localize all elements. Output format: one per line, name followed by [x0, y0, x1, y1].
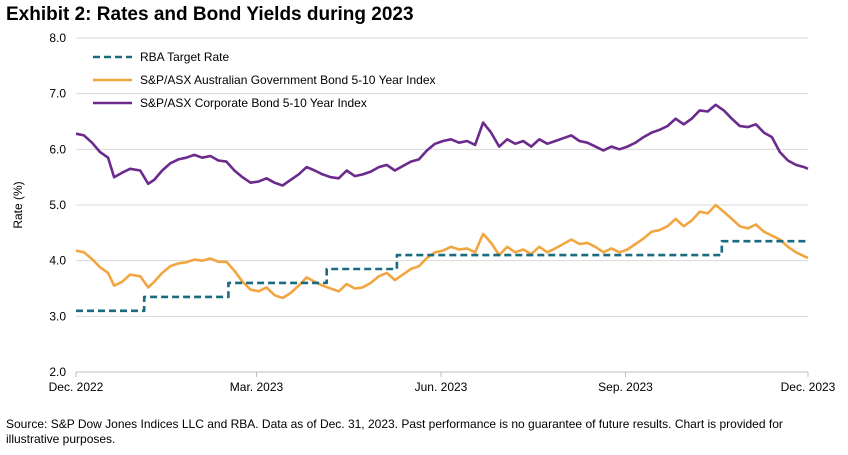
line-chart: 2.0 3.0 4.0 5.0 6.0 7.0 8.0 Dec. 2022 Mar. 2023… — [11, 31, 836, 394]
series-line-2 — [75, 103, 809, 187]
x-tick-label: Jun. 2023 — [415, 380, 468, 394]
y-axis-ticks: 2.0 3.0 4.0 5.0 6.0 7.0 8.0 — [49, 31, 66, 379]
x-tick-label: Sep. 2023 — [598, 380, 653, 394]
series-line-0 — [76, 239, 808, 313]
y-tick-label: 6.0 — [49, 142, 66, 156]
series-line-1 — [75, 203, 809, 300]
legend-label: S&P/ASX Corporate Bond 5-10 Year Index — [140, 96, 367, 110]
page-title: Exhibit 2: Rates and Bond Yields during … — [6, 4, 414, 25]
y-tick-label: 8.0 — [49, 31, 66, 45]
x-axis: Dec. 2022 Mar. 2023 Jun. 2023 Sep. 2023 Dec.… — [49, 371, 836, 394]
x-tick-label: Mar. 2023 — [230, 380, 284, 394]
legend: RBA Target Rate S&P/ASX Australian Govern… — [93, 50, 436, 110]
y-tick-label: 7.0 — [49, 87, 66, 101]
x-tick-label: Dec. 2023 — [781, 380, 836, 394]
y-tick-label: 2.0 — [49, 365, 66, 379]
grid-lines — [76, 37, 808, 373]
legend-label: RBA Target Rate — [140, 50, 229, 64]
x-tick-label: Dec. 2022 — [49, 380, 104, 394]
y-tick-label: 4.0 — [49, 254, 66, 268]
y-axis-label: Rate (%) — [11, 181, 25, 228]
y-tick-label: 3.0 — [49, 309, 66, 323]
y-tick-label: 5.0 — [49, 198, 66, 212]
source-note: Source: S&P Dow Jones Indices LLC and RB… — [6, 417, 783, 446]
legend-label: S&P/ASX Australian Government Bond 5-10 … — [140, 73, 436, 87]
series-group — [75, 103, 809, 313]
